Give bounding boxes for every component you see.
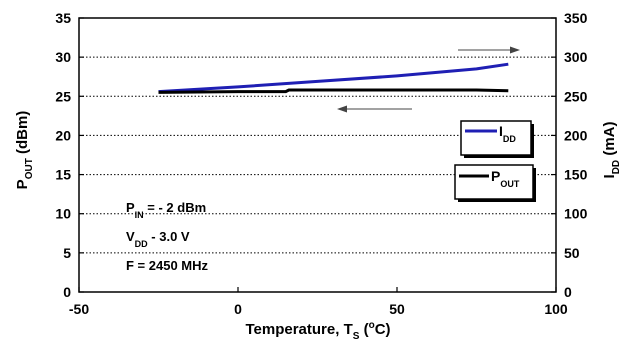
legend-idd: IDD bbox=[460, 120, 534, 158]
y-left-tick-label: 5 bbox=[63, 245, 71, 261]
y-left-tick-label: 10 bbox=[55, 206, 71, 222]
series-line-pout bbox=[158, 88, 509, 94]
legend-idd-label: IDD bbox=[499, 123, 516, 144]
y-right-tick-label: 100 bbox=[564, 206, 588, 222]
y-left-tick-label: 30 bbox=[55, 49, 71, 65]
y-right-tick-label: 0 bbox=[564, 284, 572, 300]
legend-pout-label: POUT bbox=[491, 168, 520, 189]
axis-ticks: -50 0 50 1000510152025303505010015020025030… bbox=[55, 10, 587, 317]
y-right-tick-label: 150 bbox=[564, 167, 588, 183]
x-tick-label: 0 bbox=[234, 301, 242, 317]
y-left-tick-label: 35 bbox=[55, 10, 71, 26]
y-left-axis-title: POUT (dBm) bbox=[14, 111, 35, 190]
y-right-tick-label: 300 bbox=[564, 49, 588, 65]
y-left-tick-label: 20 bbox=[55, 127, 71, 143]
x-axis-title: Temperature, TS (oC) bbox=[245, 320, 390, 342]
note-frequency: F = 2450 MHz bbox=[126, 258, 209, 273]
y-right-axis-title: IDD (mA) bbox=[601, 122, 622, 179]
y-left-tick-label: 0 bbox=[63, 284, 71, 300]
note-pin: PIN = - 2 dBm bbox=[126, 200, 206, 220]
arrow-right-head bbox=[510, 46, 520, 54]
y-right-tick-label: 50 bbox=[564, 245, 580, 261]
x-tick-label: -50 bbox=[69, 301, 89, 317]
legend-pout: POUT bbox=[454, 164, 536, 202]
y-left-tick-label: 25 bbox=[55, 88, 71, 104]
series-lines bbox=[158, 62, 509, 94]
y-right-tick-label: 350 bbox=[564, 10, 588, 26]
note-vdd: VDD - 3.0 V bbox=[126, 229, 190, 249]
y-right-tick-label: 200 bbox=[564, 127, 588, 143]
gridlines bbox=[79, 56, 556, 254]
direction-arrows bbox=[337, 46, 520, 113]
x-tick-label: 50 bbox=[389, 301, 405, 317]
y-right-tick-label: 250 bbox=[564, 88, 588, 104]
series-line-idd bbox=[158, 62, 509, 94]
y-left-tick-label: 15 bbox=[55, 167, 71, 183]
arrow-left-head bbox=[337, 105, 347, 113]
plot-frame bbox=[78, 17, 557, 293]
x-tick-label: 100 bbox=[544, 301, 568, 317]
